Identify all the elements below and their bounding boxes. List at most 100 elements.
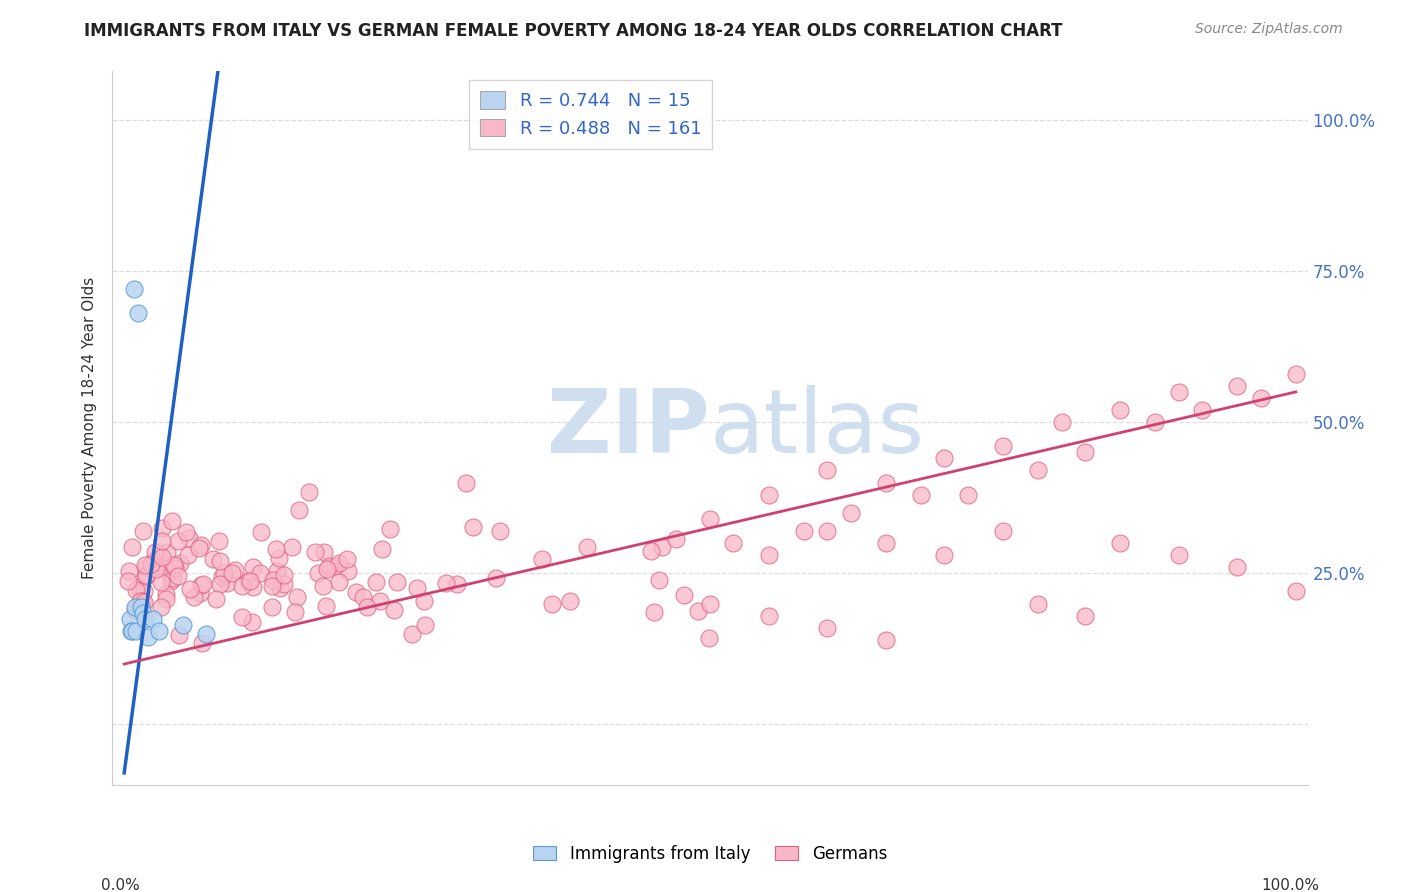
Point <box>132 606 155 620</box>
Point <box>267 551 290 566</box>
Point <box>266 564 288 578</box>
Legend: R = 0.744   N = 15, R = 0.488   N = 161: R = 0.744 N = 15, R = 0.488 N = 161 <box>470 80 711 149</box>
Point <box>135 569 157 583</box>
Point <box>240 615 263 629</box>
Point <box>136 630 159 644</box>
Point <box>352 590 374 604</box>
Point <box>697 631 720 645</box>
Point <box>121 624 143 638</box>
Point <box>124 603 146 617</box>
Point <box>307 566 329 580</box>
Point <box>190 578 212 592</box>
Point <box>356 599 378 614</box>
Point <box>344 585 367 599</box>
Point <box>150 575 173 590</box>
Point <box>221 566 243 580</box>
Point <box>208 577 231 591</box>
Point <box>215 575 238 590</box>
Point <box>128 580 150 594</box>
Point <box>1026 463 1049 477</box>
Point <box>640 544 662 558</box>
Point <box>371 541 394 556</box>
Point <box>651 540 673 554</box>
Point <box>172 617 194 632</box>
Point <box>273 576 295 591</box>
Point <box>1250 391 1272 405</box>
Point <box>991 439 1014 453</box>
Point <box>1167 384 1189 399</box>
Point <box>1167 548 1189 562</box>
Point <box>723 536 745 550</box>
Point <box>315 599 337 613</box>
Point <box>125 583 148 598</box>
Point <box>287 590 309 604</box>
Point <box>875 475 897 490</box>
Point <box>124 599 146 614</box>
Point <box>135 568 157 582</box>
Point <box>152 534 174 549</box>
Point <box>815 524 838 538</box>
Point <box>316 562 339 576</box>
Point <box>121 541 143 555</box>
Point <box>191 576 214 591</box>
Point <box>401 627 423 641</box>
Point <box>231 579 253 593</box>
Point <box>250 525 273 540</box>
Point <box>273 568 295 582</box>
Point <box>793 524 815 538</box>
Point <box>643 605 665 619</box>
Point <box>134 558 156 572</box>
Point <box>758 488 780 502</box>
Point <box>129 599 152 614</box>
Point <box>484 571 506 585</box>
Point <box>128 594 150 608</box>
Point <box>323 558 346 573</box>
Point <box>337 564 360 578</box>
Point <box>1026 597 1049 611</box>
Point <box>135 560 157 574</box>
Point <box>204 591 226 606</box>
Point <box>815 621 838 635</box>
Point <box>382 603 405 617</box>
Point <box>212 566 235 581</box>
Text: Source: ZipAtlas.com: Source: ZipAtlas.com <box>1195 22 1343 37</box>
Point <box>336 552 359 566</box>
Point <box>281 540 304 554</box>
Point <box>312 579 335 593</box>
Point <box>134 612 156 626</box>
Point <box>328 556 350 570</box>
Point <box>155 587 177 601</box>
Point <box>415 617 437 632</box>
Text: atlas: atlas <box>710 384 925 472</box>
Point <box>150 549 173 564</box>
Point <box>236 574 259 588</box>
Point <box>134 584 156 599</box>
Point <box>163 558 186 573</box>
Point <box>150 600 173 615</box>
Point <box>1191 403 1213 417</box>
Point <box>454 475 477 490</box>
Point <box>686 604 709 618</box>
Text: IMMIGRANTS FROM ITALY VS GERMAN FEMALE POVERTY AMONG 18-24 YEAR OLDS CORRELATION: IMMIGRANTS FROM ITALY VS GERMAN FEMALE P… <box>84 22 1063 40</box>
Point <box>167 628 190 642</box>
Point <box>673 588 696 602</box>
Point <box>142 554 165 568</box>
Point <box>910 488 932 502</box>
Point <box>183 591 205 605</box>
Point <box>934 451 956 466</box>
Point <box>160 574 183 589</box>
Point <box>815 463 838 477</box>
Point <box>1285 584 1308 599</box>
Point <box>1074 445 1097 459</box>
Point <box>298 484 321 499</box>
Point <box>132 595 155 609</box>
Point <box>143 545 166 559</box>
Point <box>211 570 233 584</box>
Point <box>120 612 141 626</box>
Point <box>127 306 149 320</box>
Point <box>224 563 246 577</box>
Point <box>531 552 554 566</box>
Point <box>117 564 139 578</box>
Point <box>446 576 468 591</box>
Text: 0.0%: 0.0% <box>101 878 139 892</box>
